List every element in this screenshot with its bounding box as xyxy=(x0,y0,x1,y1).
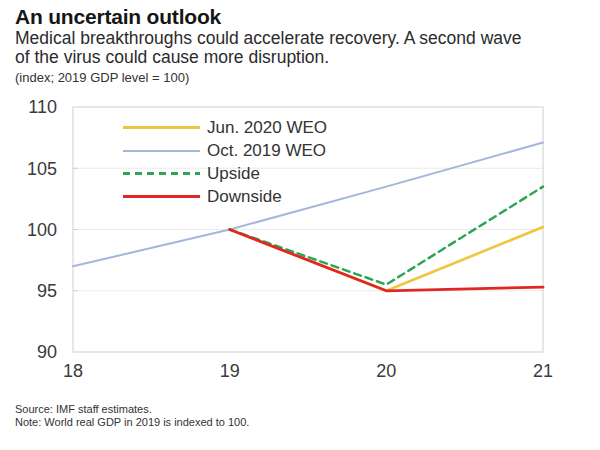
legend-item-upside: Upside xyxy=(123,162,327,185)
series-line-downside xyxy=(230,230,543,291)
x-axis-tick-label: 20 xyxy=(376,361,396,381)
page: { "header": { "subtitle_lines": [ "Medic… xyxy=(0,0,600,450)
series-line-jun-2020-weo xyxy=(230,227,543,291)
y-axis-tick-label: 100 xyxy=(27,220,57,240)
footer-source: Source: IMF staff estimates. xyxy=(15,403,249,416)
y-axis-tick-label: 110 xyxy=(28,97,57,117)
legend-label: Downside xyxy=(207,188,282,205)
legend-label: Jun. 2020 WEO xyxy=(207,119,327,136)
legend-label: Oct. 2019 WEO xyxy=(207,142,326,159)
y-axis-tick-label: 90 xyxy=(37,342,57,362)
chart-legend: Jun. 2020 WEO Oct. 2019 WEO Upside Downside xyxy=(123,116,327,208)
y-axis-tick-label: 95 xyxy=(37,281,57,301)
legend-swatch-oct-2019-weo xyxy=(123,150,200,152)
x-axis-tick-label: 18 xyxy=(63,361,83,381)
legend-item-downside: Downside xyxy=(123,185,327,208)
legend-swatch-downside xyxy=(123,195,200,198)
chart-area: 90 95 100 105 110 18 19 20 21 xyxy=(0,0,600,450)
chart-svg: 90 95 100 105 110 18 19 20 21 xyxy=(0,0,600,450)
footer-note: Note: World real GDP in 2019 is indexed … xyxy=(15,416,249,429)
chart-footer: Source: IMF staff estimates. Note: World… xyxy=(15,403,249,429)
legend-item-oct-2019-weo: Oct. 2019 WEO xyxy=(123,139,327,162)
x-axis-tick-label: 21 xyxy=(533,361,553,381)
legend-swatch-upside xyxy=(123,172,200,175)
x-axis-tick-label: 19 xyxy=(220,361,240,381)
y-axis-tick-label: 105 xyxy=(27,159,57,179)
legend-swatch-jun-2020-weo xyxy=(123,126,200,129)
legend-item-jun-2020-weo: Jun. 2020 WEO xyxy=(123,116,327,139)
legend-label: Upside xyxy=(207,165,260,182)
